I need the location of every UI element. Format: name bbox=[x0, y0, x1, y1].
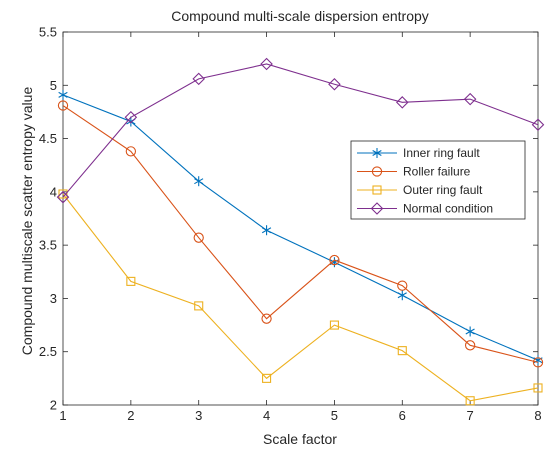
legend-label-normal-condition: Normal condition bbox=[403, 202, 493, 216]
y-tick-label: 2 bbox=[50, 398, 57, 413]
legend-label-outer-ring-fault: Outer ring fault bbox=[403, 183, 483, 197]
data-point-roller-failure bbox=[464, 340, 476, 351]
y-tick-label: 2.5 bbox=[39, 344, 57, 359]
legend-marker-normal-condition bbox=[370, 202, 384, 215]
data-point-outer-ring-fault bbox=[465, 396, 475, 406]
data-point-roller-failure bbox=[57, 100, 69, 111]
y-tick-label: 5 bbox=[50, 78, 57, 93]
data-point-normal-condition bbox=[328, 77, 341, 91]
series-line-outer-ring-fault bbox=[62, 193, 539, 402]
legend-label-inner-ring-fault: Inner ring fault bbox=[403, 146, 480, 160]
data-point-outer-ring-fault bbox=[533, 383, 543, 393]
x-tick-label: 6 bbox=[399, 408, 406, 423]
x-tick-label: 4 bbox=[263, 408, 270, 423]
data-point-normal-condition bbox=[531, 118, 545, 131]
data-point-roller-failure bbox=[397, 280, 408, 291]
data-point-normal-condition bbox=[463, 92, 477, 106]
legend-marker-outer-ring-fault bbox=[372, 185, 382, 195]
data-point-inner-ring-fault bbox=[465, 326, 475, 337]
y-tick-label: 3.5 bbox=[39, 238, 57, 253]
legend: Inner ring fault Roller failure Outer ring… bbox=[350, 140, 526, 220]
chart-title: Compound multi-scale dispersion entropy bbox=[171, 8, 429, 24]
series-line-normal-condition bbox=[62, 63, 539, 198]
x-tick-label: 8 bbox=[534, 408, 541, 423]
y-tick-label: 5.5 bbox=[39, 25, 57, 40]
x-tick-label: 1 bbox=[59, 408, 66, 423]
x-tick-label: 2 bbox=[127, 408, 134, 423]
data-point-roller-failure bbox=[125, 146, 137, 157]
y-tick-label: 4 bbox=[50, 184, 57, 199]
data-point-inner-ring-fault bbox=[261, 225, 272, 236]
data-point-normal-condition bbox=[56, 190, 70, 204]
legend-label-roller-failure: Roller failure bbox=[403, 165, 471, 179]
x-tick-label: 7 bbox=[467, 408, 474, 423]
series-line-roller-failure bbox=[62, 105, 539, 363]
x-tick-label: 5 bbox=[331, 408, 338, 423]
data-point-roller-failure bbox=[329, 254, 340, 266]
y-axis-label: Compound multiscale scatter entropy valu… bbox=[19, 87, 35, 356]
data-point-normal-condition bbox=[396, 96, 409, 109]
data-point-roller-failure bbox=[261, 313, 272, 324]
data-point-normal-condition bbox=[260, 57, 273, 71]
y-tick-label: 4.5 bbox=[39, 131, 57, 146]
data-point-inner-ring-fault bbox=[194, 176, 204, 187]
data-point-outer-ring-fault bbox=[397, 346, 407, 356]
data-point-outer-ring-fault bbox=[126, 276, 136, 286]
x-axis-label: Scale factor bbox=[263, 431, 337, 447]
data-point-outer-ring-fault bbox=[194, 301, 204, 311]
legend-marker-roller-failure bbox=[371, 166, 383, 177]
legend-marker-inner-ring-fault bbox=[372, 148, 382, 158]
data-point-roller-failure bbox=[532, 357, 544, 368]
data-point-inner-ring-fault bbox=[58, 89, 68, 100]
data-point-normal-condition bbox=[124, 110, 138, 124]
data-point-outer-ring-fault bbox=[329, 320, 339, 330]
data-point-normal-condition bbox=[192, 72, 205, 86]
series-line-inner-ring-fault bbox=[62, 94, 539, 361]
data-point-outer-ring-fault bbox=[262, 373, 272, 383]
data-point-outer-ring-fault bbox=[58, 189, 68, 199]
data-point-inner-ring-fault bbox=[397, 290, 407, 301]
y-tick-label: 3 bbox=[50, 291, 57, 306]
data-point-roller-failure bbox=[193, 232, 204, 243]
x-tick-label: 3 bbox=[195, 408, 202, 423]
